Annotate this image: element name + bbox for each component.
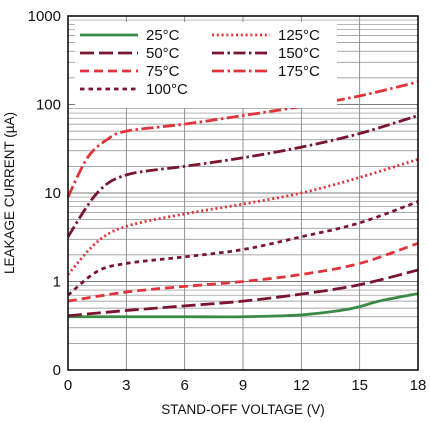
x-tick-label: 9 [239,377,247,394]
legend-label: 100°C [146,81,188,98]
tick-labels: 0 3 6 9 12 15 18 0 1 10 100 1000 [28,8,427,394]
y-tick-label: 100 [36,97,61,114]
legend-label: 150°C [278,45,320,62]
x-axis-label: STAND-OFF VOLTAGE (V) [161,402,325,417]
series-line-175°C [66,80,419,198]
series-line-100°C [67,200,419,297]
x-tick-label: 6 [180,377,188,394]
y-tick-label: 1 [53,274,61,291]
legend-label: 75°C [146,63,180,80]
series-line-75°C [67,241,419,303]
y-tick-label: 0 [53,362,61,379]
y-tick-label: 1000 [28,8,61,25]
legend-label: 125°C [278,27,320,44]
x-tick-label: 3 [122,377,130,394]
legend-label: 50°C [146,45,180,62]
plot-frame [67,15,419,371]
series-line-150°C [66,114,419,238]
series-line-50°C [67,268,419,318]
x-tick-label: 15 [351,377,368,394]
legend-label: 25°C [146,27,180,44]
series-line-25°C [67,292,419,319]
series-lines [66,80,419,319]
x-tick-label: 12 [293,377,310,394]
y-tick-label: 10 [44,185,61,202]
x-tick-label: 0 [64,377,72,394]
legend-label: 175°C [278,63,320,80]
x-tick-label: 18 [410,377,427,394]
y-axis-label: LEAKAGE CURRENT (µA) [2,112,17,274]
